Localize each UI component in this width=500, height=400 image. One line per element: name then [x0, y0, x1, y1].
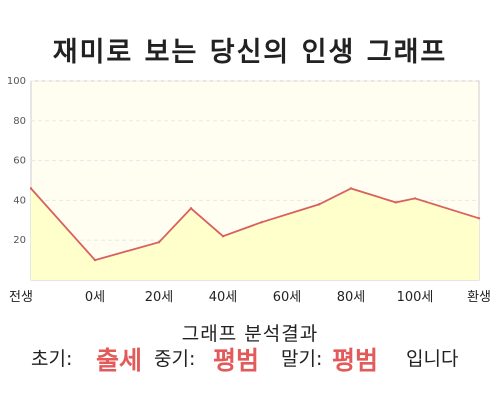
x-tick-label: 환생 — [467, 290, 491, 305]
y-tick-label: 40 — [13, 195, 26, 206]
early-label: 초기: — [31, 348, 73, 370]
data-point — [93, 258, 97, 262]
data-point — [394, 201, 397, 204]
data-point — [221, 235, 225, 238]
ending-text: 입니다 — [406, 348, 459, 370]
data-point — [317, 203, 321, 206]
x-tick-label: 20세 — [145, 290, 174, 305]
data-point — [413, 197, 417, 200]
x-tick-label: 60세 — [273, 290, 302, 305]
analysis-heading: 그래프 분석결과 — [181, 323, 319, 345]
area-fill — [31, 188, 479, 280]
data-point — [349, 187, 353, 190]
y-tick-label: 20 — [13, 235, 26, 246]
y-tick-label: 100 — [7, 76, 26, 87]
early-value: 출세 — [96, 346, 143, 375]
data-point — [260, 221, 263, 224]
data-point — [157, 240, 161, 244]
x-tick-label: 전생 — [9, 290, 33, 305]
x-tick-label: 0세 — [85, 290, 105, 305]
page-title: 재미로 보는 당신의 인생 그래프 — [52, 37, 448, 68]
x-tick-label: 100세 — [397, 290, 434, 305]
x-tick-label: 80세 — [337, 290, 366, 305]
middle-value: 평범 — [213, 346, 260, 375]
late-value: 평범 — [332, 346, 379, 375]
data-point — [477, 217, 481, 220]
data-point — [189, 207, 193, 210]
late-label: 말기: — [281, 348, 323, 370]
x-tick-label: 40세 — [209, 290, 238, 305]
y-tick-label: 80 — [13, 116, 26, 127]
data-point — [29, 187, 33, 190]
middle-label: 중기: — [154, 348, 196, 370]
y-tick-label: 60 — [13, 156, 26, 167]
